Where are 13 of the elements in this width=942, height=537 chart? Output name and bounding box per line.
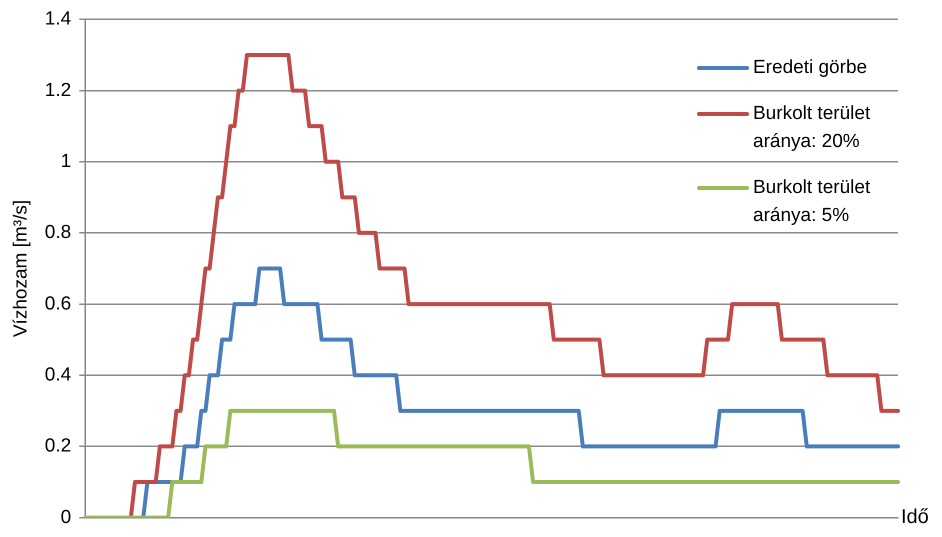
y-tick-label: 0.4 <box>44 364 72 386</box>
y-tick-label: 0.6 <box>44 293 72 314</box>
y-tick-label: 0.8 <box>44 222 72 244</box>
y-tick-label: 1 <box>60 150 72 172</box>
x-axis-title: Idő <box>901 506 929 528</box>
legend-label: Burkolt terület aránya: 20% <box>753 102 872 154</box>
y-axis-title: Vízhozam [m³/s] <box>10 200 32 338</box>
legend-label: Burkolt terület aránya: 5% <box>753 176 872 228</box>
y-tick-label: 1.4 <box>44 8 72 30</box>
y-tick-label: 1.2 <box>44 80 72 101</box>
y-tick-label: 0.2 <box>44 436 72 457</box>
y-tick-label: 0 <box>60 506 72 528</box>
legend-label: Eredeti görbe <box>753 56 868 80</box>
